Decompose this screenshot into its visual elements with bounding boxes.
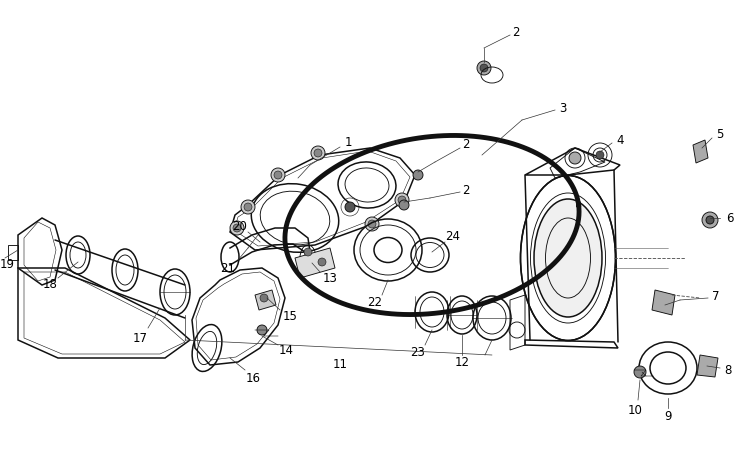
Text: 11: 11: [333, 359, 347, 371]
Circle shape: [398, 196, 406, 204]
Text: 16: 16: [245, 371, 261, 385]
Circle shape: [257, 325, 267, 335]
Polygon shape: [295, 248, 335, 278]
Text: 2: 2: [512, 26, 520, 38]
Polygon shape: [693, 140, 708, 163]
Circle shape: [413, 170, 423, 180]
Circle shape: [706, 216, 714, 224]
Circle shape: [260, 294, 268, 302]
Polygon shape: [652, 290, 675, 315]
Text: 3: 3: [559, 102, 567, 114]
Circle shape: [311, 146, 325, 160]
Polygon shape: [255, 290, 276, 310]
Text: 13: 13: [322, 272, 338, 284]
Circle shape: [304, 248, 312, 256]
Text: 20: 20: [233, 219, 248, 233]
Text: 24: 24: [446, 230, 460, 244]
Circle shape: [365, 217, 379, 231]
Text: 12: 12: [454, 356, 469, 370]
Text: 7: 7: [712, 289, 720, 302]
Text: 22: 22: [367, 295, 383, 309]
Circle shape: [569, 152, 581, 164]
Circle shape: [244, 203, 252, 211]
Text: 6: 6: [726, 212, 734, 224]
Circle shape: [634, 366, 646, 378]
Text: 10: 10: [627, 403, 642, 416]
Text: 23: 23: [411, 345, 426, 359]
Circle shape: [596, 151, 604, 159]
Text: 9: 9: [664, 410, 672, 424]
Circle shape: [368, 220, 376, 228]
Text: 21: 21: [220, 262, 236, 274]
Text: 8: 8: [724, 364, 732, 376]
Circle shape: [399, 200, 409, 210]
Circle shape: [702, 212, 718, 228]
Circle shape: [233, 224, 241, 232]
Ellipse shape: [534, 199, 602, 317]
Circle shape: [318, 258, 326, 266]
Circle shape: [477, 61, 491, 75]
Text: 2: 2: [463, 138, 470, 152]
Text: 19: 19: [0, 257, 15, 271]
Polygon shape: [697, 355, 718, 377]
Circle shape: [314, 149, 322, 157]
Circle shape: [241, 200, 255, 214]
Text: 2: 2: [463, 184, 470, 196]
Circle shape: [345, 202, 355, 212]
Text: 5: 5: [716, 127, 723, 141]
Text: 17: 17: [132, 332, 148, 344]
Text: 1: 1: [344, 136, 352, 149]
Text: 14: 14: [279, 344, 293, 356]
Circle shape: [274, 171, 282, 179]
Text: 18: 18: [43, 278, 58, 291]
Circle shape: [480, 64, 488, 72]
Text: 4: 4: [616, 133, 624, 147]
Circle shape: [271, 168, 285, 182]
Text: 15: 15: [282, 310, 297, 322]
Circle shape: [395, 193, 409, 207]
Circle shape: [230, 221, 244, 235]
